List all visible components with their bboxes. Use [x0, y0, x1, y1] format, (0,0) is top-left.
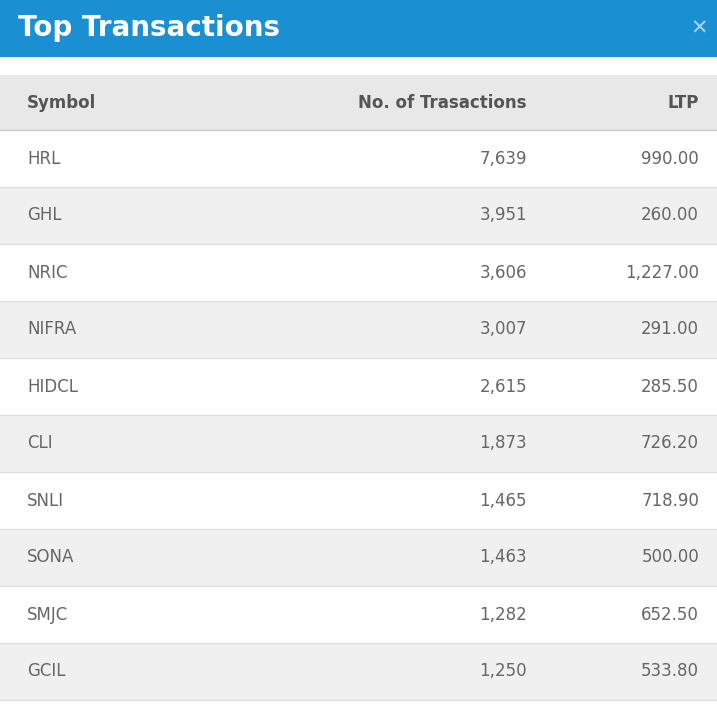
FancyBboxPatch shape — [0, 358, 717, 415]
FancyBboxPatch shape — [0, 301, 717, 358]
Text: 2,615: 2,615 — [480, 378, 527, 395]
Text: 3,007: 3,007 — [480, 320, 527, 338]
Text: ✕: ✕ — [690, 19, 708, 39]
FancyBboxPatch shape — [0, 415, 717, 472]
Text: 500.00: 500.00 — [641, 548, 699, 566]
Text: SMJC: SMJC — [27, 606, 69, 623]
Text: SONA: SONA — [27, 548, 75, 566]
Text: SNLI: SNLI — [27, 491, 65, 510]
FancyBboxPatch shape — [0, 643, 717, 700]
Text: 285.50: 285.50 — [641, 378, 699, 395]
FancyBboxPatch shape — [0, 0, 717, 57]
Text: 3,951: 3,951 — [480, 207, 527, 225]
Text: NIFRA: NIFRA — [27, 320, 77, 338]
Text: 1,250: 1,250 — [480, 663, 527, 681]
FancyBboxPatch shape — [0, 586, 717, 643]
Text: 3,606: 3,606 — [480, 264, 527, 282]
Text: 1,465: 1,465 — [480, 491, 527, 510]
Text: LTP: LTP — [668, 94, 699, 112]
FancyBboxPatch shape — [0, 187, 717, 244]
Text: 990.00: 990.00 — [641, 149, 699, 167]
Text: 1,227.00: 1,227.00 — [625, 264, 699, 282]
Text: 260.00: 260.00 — [641, 207, 699, 225]
FancyBboxPatch shape — [0, 75, 717, 130]
Text: GCIL: GCIL — [27, 663, 66, 681]
FancyBboxPatch shape — [0, 529, 717, 586]
Text: No. of Trasactions: No. of Trasactions — [358, 94, 527, 112]
Text: HIDCL: HIDCL — [27, 378, 78, 395]
Text: 652.50: 652.50 — [641, 606, 699, 623]
Text: 1,463: 1,463 — [480, 548, 527, 566]
Text: CLI: CLI — [27, 435, 53, 453]
Text: GHL: GHL — [27, 207, 62, 225]
FancyBboxPatch shape — [0, 244, 717, 301]
Text: 291.00: 291.00 — [641, 320, 699, 338]
Text: HRL: HRL — [27, 149, 61, 167]
Text: 1,873: 1,873 — [480, 435, 527, 453]
FancyBboxPatch shape — [0, 130, 717, 187]
Text: 1,282: 1,282 — [479, 606, 527, 623]
Text: Symbol: Symbol — [27, 94, 97, 112]
Text: 718.90: 718.90 — [641, 491, 699, 510]
FancyBboxPatch shape — [0, 472, 717, 529]
Text: 533.80: 533.80 — [641, 663, 699, 681]
Text: 7,639: 7,639 — [480, 149, 527, 167]
Text: 726.20: 726.20 — [641, 435, 699, 453]
Text: Top Transactions: Top Transactions — [18, 14, 280, 42]
Text: NRIC: NRIC — [27, 264, 67, 282]
